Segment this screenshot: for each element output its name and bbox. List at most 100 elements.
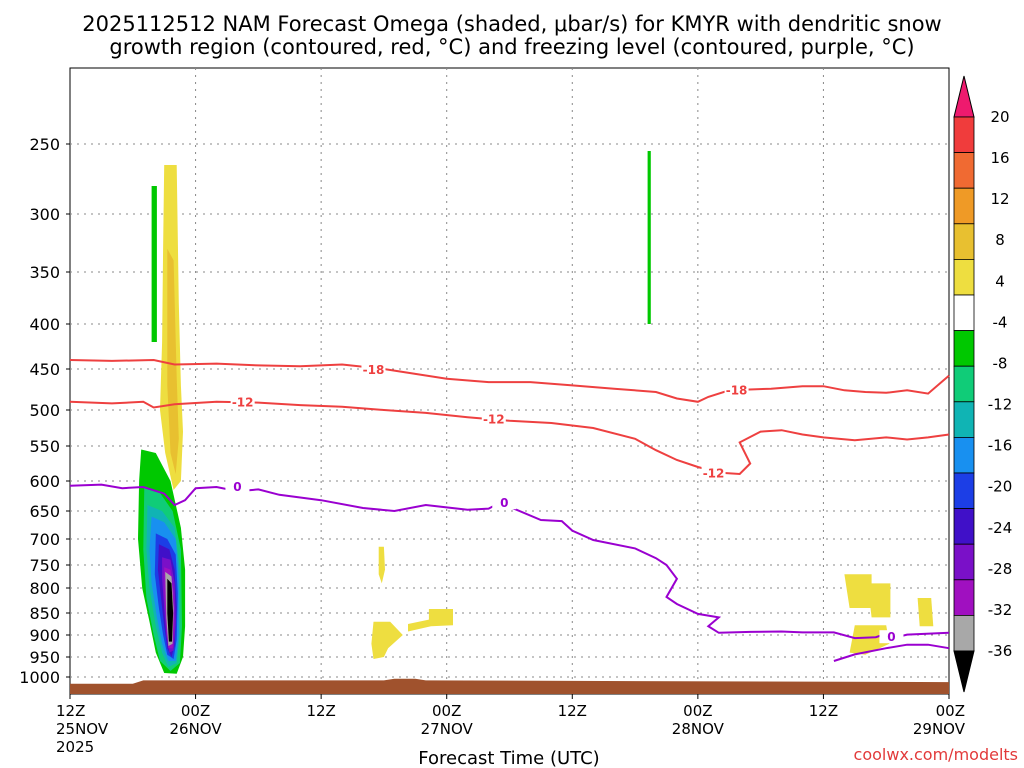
contour-label-zero-c: 0 bbox=[887, 630, 895, 644]
x-tick-label-0-line1: 12Z bbox=[56, 702, 85, 720]
y-tick-label-850: 850 bbox=[29, 604, 60, 623]
contour-label-minus18-a: -18 bbox=[363, 363, 385, 377]
colorbar-label-6: -8 bbox=[993, 354, 1008, 372]
colorbar-swatch-6 bbox=[953, 294, 975, 331]
y-tick-label-950: 950 bbox=[29, 648, 60, 667]
contour-label-minus12-b-bg bbox=[481, 412, 506, 426]
y-axis-pressure-ticks: 250 300 350 400 450 500 550 600 650 700 750 800 850 9… bbox=[19, 135, 70, 687]
x-tick-label-0-line2: 25NOV bbox=[56, 720, 109, 738]
y-tick-label-500: 500 bbox=[29, 401, 60, 420]
colorbar-swatch-15 bbox=[953, 615, 975, 652]
omega-positive-patch-3 bbox=[408, 609, 453, 632]
colorbar-label-0: 20 bbox=[990, 108, 1009, 126]
colorbar-label-2: 12 bbox=[990, 190, 1009, 208]
terrain-fill bbox=[70, 678, 949, 694]
y-tick-label-650: 650 bbox=[29, 502, 60, 521]
y-tick-label-450: 450 bbox=[29, 360, 60, 379]
y-tick-label-550: 550 bbox=[29, 437, 60, 456]
x-tick-label-1-line2: 26NOV bbox=[170, 720, 223, 738]
omega-negative-8-upper-a bbox=[151, 186, 157, 342]
omega-positive-patch-5 bbox=[917, 598, 934, 627]
y-tick-label-1000: 1000 bbox=[19, 668, 60, 687]
y-tick-label-750: 750 bbox=[29, 556, 60, 575]
omega-positive-patch-4 bbox=[844, 574, 891, 618]
contour-label-minus12-a-bg bbox=[230, 395, 255, 409]
colorbar-bottom-arrow bbox=[953, 650, 975, 693]
chart-title-line2: growth region (contoured, red, °C) and f… bbox=[109, 35, 914, 59]
y-tick-label-800: 800 bbox=[29, 579, 60, 598]
contour-label-minus12-c: -12 bbox=[703, 466, 725, 480]
colorbar-label-13: -36 bbox=[988, 642, 1013, 660]
y-tick-label-600: 600 bbox=[29, 472, 60, 491]
y-tick-label-700: 700 bbox=[29, 530, 60, 549]
colorbar-label-3: 8 bbox=[995, 231, 1005, 249]
colorbar-swatch-4 bbox=[953, 223, 975, 260]
contour-label-minus12-a: -12 bbox=[232, 396, 254, 410]
colorbar-label-11: -28 bbox=[988, 560, 1013, 578]
colorbar-label-9: -20 bbox=[988, 478, 1013, 496]
contour-label-zero-c-bg bbox=[879, 630, 904, 644]
colorbar-swatch-11 bbox=[953, 472, 975, 509]
contour-label-zero-b-bg bbox=[492, 496, 517, 510]
contour-minus18 bbox=[69, 358, 950, 403]
contour-zero bbox=[69, 483, 950, 640]
x-tick-label-3-line2: 27NOV bbox=[421, 720, 474, 738]
colorbar-swatch-7 bbox=[953, 330, 975, 367]
contour-label-minus18-b: -18 bbox=[726, 383, 748, 397]
x-tick-label-4-line1: 12Z bbox=[558, 702, 587, 720]
x-tick-label-2-line1: 12Z bbox=[306, 702, 335, 720]
contour-minus12 bbox=[69, 400, 950, 476]
contour-label-zero-a-bg bbox=[225, 480, 250, 493]
colorbar-swatch-12 bbox=[953, 508, 975, 545]
x-tick-label-7-line1: 00Z bbox=[936, 702, 965, 720]
colorbar-swatch-13 bbox=[953, 543, 975, 581]
colorbar-swatch-2 bbox=[953, 152, 975, 189]
contour-label-zero-a: 0 bbox=[233, 480, 241, 494]
x-tick-label-1-line1: 00Z bbox=[181, 702, 210, 720]
contour-zero-lower bbox=[833, 643, 950, 662]
contour-label-minus12-b: -12 bbox=[483, 412, 505, 426]
colorbar-swatch-14 bbox=[953, 579, 975, 616]
omega-negative-8-upper-b bbox=[647, 151, 651, 324]
omega-shading bbox=[138, 151, 934, 674]
omega-positive-8-upper bbox=[167, 248, 179, 474]
colorbar: 20 16 12 8 4 -4 -8 -12 -16 -20 -24 -28 -32 -36 bbox=[953, 75, 1013, 693]
colorbar-label-10: -24 bbox=[988, 519, 1013, 537]
colorbar-label-5: -4 bbox=[993, 313, 1008, 331]
colorbar-swatch-10 bbox=[953, 436, 975, 474]
credit-link[interactable]: coolwx.com/modelts bbox=[854, 745, 1018, 764]
contour-label-zero-b: 0 bbox=[500, 496, 508, 510]
colorbar-label-12: -32 bbox=[988, 601, 1013, 619]
colorbar-swatch-8 bbox=[953, 365, 975, 403]
y-tick-label-400: 400 bbox=[29, 315, 60, 334]
y-tick-label-900: 900 bbox=[29, 626, 60, 645]
colorbar-swatch-1 bbox=[953, 116, 975, 153]
colorbar-label-1: 16 bbox=[990, 149, 1009, 167]
y-tick-label-300: 300 bbox=[29, 205, 60, 224]
omega-positive-patch-2 bbox=[371, 621, 403, 659]
colorbar-swatch-9 bbox=[953, 401, 975, 438]
x-tick-label-5-line1: 00Z bbox=[683, 702, 712, 720]
x-tick-label-6-line1: 12Z bbox=[809, 702, 838, 720]
terrain-surface bbox=[70, 678, 949, 694]
plot-area bbox=[69, 67, 950, 695]
contour-label-minus18-b-bg bbox=[724, 383, 749, 397]
contour-label-minus12-c-bg bbox=[701, 466, 726, 480]
y-tick-label-250: 250 bbox=[29, 135, 60, 154]
colorbar-top-arrow bbox=[953, 75, 975, 118]
contour-label-minus18-a-bg bbox=[361, 362, 386, 376]
colorbar-label-4: 4 bbox=[995, 272, 1005, 290]
y-tick-label-350: 350 bbox=[29, 263, 60, 282]
omega-positive-patch-1 bbox=[378, 546, 385, 584]
colorbar-swatch-3 bbox=[953, 187, 975, 225]
colorbar-label-7: -12 bbox=[988, 396, 1013, 414]
x-tick-label-0-line3: 2025 bbox=[56, 738, 94, 756]
temperature-contours: -18 -18 -12 -12 -12 0 0 0 bbox=[69, 358, 950, 662]
x-tick-label-5-line2: 28NOV bbox=[672, 720, 725, 738]
x-axis-label: Forecast Time (UTC) bbox=[418, 748, 599, 768]
colorbar-swatch-5 bbox=[953, 258, 975, 296]
chart-title-line1: 2025112512 NAM Forecast Omega (shaded, μ… bbox=[82, 12, 941, 36]
colorbar-label-8: -16 bbox=[988, 437, 1013, 455]
